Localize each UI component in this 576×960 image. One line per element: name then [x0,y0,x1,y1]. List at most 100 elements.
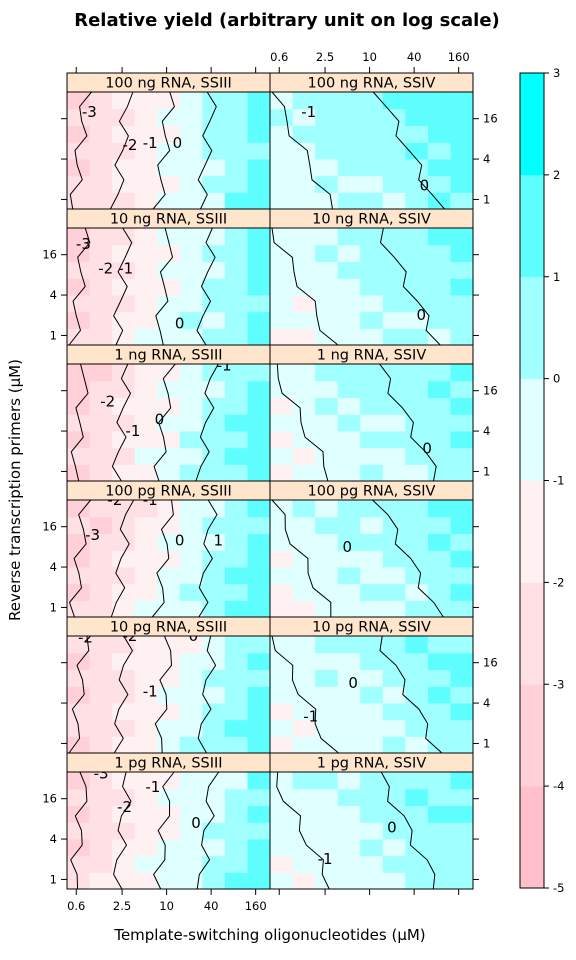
heatmap-cell [270,192,294,210]
heatmap-cell [224,855,249,873]
heatmap-cell [270,142,294,160]
heatmap-cell [112,500,136,518]
panel-strip [269,616,474,637]
heatmap-cell [202,447,226,465]
y-tick-label: 16 [483,384,498,398]
heatmap-cell [382,278,406,296]
heatmap-cell [112,686,136,704]
heatmap-cell [270,719,294,737]
chart-title: Relative yield (arbitrary unit on log sc… [74,10,500,31]
heatmap-cell [202,583,226,601]
heatmap-cell [112,158,136,177]
heatmap-cell [292,464,316,482]
heatmap-cell [360,397,384,415]
x-tick-label: 0.6 [67,899,85,913]
heatmap-cell [89,719,113,737]
heatmap-cell [405,364,429,382]
heatmap-cell [337,636,361,654]
heatmap-cell [315,125,339,143]
y-tick-label: 16 [42,248,57,262]
heatmap-cell [112,92,136,110]
panel-strip-label: 100 ng RNA, SSIII [105,76,232,92]
heatmap-cell [450,328,474,346]
heatmap-cell [315,872,339,890]
panel-strip-label: 1 pg RNA, SSIII [114,756,222,772]
x-tick-label: 160 [245,899,267,913]
heatmap-cell [382,158,406,177]
heatmap-cell [224,380,249,399]
heatmap-cell [427,328,452,346]
panel: 0 10 ng RNA, SSIV [269,208,479,346]
contour-line [152,91,175,210]
heatmap-cell [247,702,271,721]
heatmap-cell [179,702,203,721]
heatmap-cell [202,838,226,857]
heatmap-cell [247,228,271,246]
y-tick-label: 1 [50,328,57,342]
contour-label: -2 [98,259,113,277]
heatmap-cell [360,447,384,465]
heatmap-cell [89,397,113,415]
heatmap-cell [179,872,203,890]
heatmap-cell [337,464,361,482]
heatmap-cell [360,719,384,737]
heatmap-cell [450,108,474,127]
heatmap-cell [89,533,113,551]
heatmap-cell [315,328,339,346]
heatmap-cell [157,772,181,790]
heatmap-cell [134,822,158,840]
heatmap-cell [382,550,406,568]
heatmap-cell [315,244,339,263]
heatmap-cell [179,855,203,873]
heatmap-cell [157,142,181,160]
contour-label: -1 [318,850,333,868]
heatmap-cell [134,736,158,754]
heatmap-cell [224,125,249,143]
contour-line [372,499,444,618]
heatmap-cell [67,838,91,857]
heatmap-cell [112,855,136,873]
heatmap-cell [337,550,361,568]
heatmap-cell [112,380,136,399]
heatmap-cell [382,192,406,210]
panel: -2-20-110 pg RNA, SSIII [61,616,271,754]
heatmap-cell [179,175,203,193]
y-tick-label: 1 [483,192,490,206]
y-tick-label: 4 [50,832,57,846]
heatmap-cell [179,244,203,263]
heatmap-cell [450,380,474,399]
heatmap-cell [292,397,316,415]
y-tick-label: 1 [483,736,490,750]
heatmap-cell [89,652,113,671]
heatmap-cell [337,261,361,279]
heatmap-cell [292,192,316,210]
x-axis-label: Template-switching oligonucleotides (µM) [113,926,425,944]
heatmap-cell [247,533,271,551]
heatmap-cell [427,669,452,687]
panel-strip [269,72,474,93]
heatmap-cell [67,686,91,704]
heatmap-cell [89,158,113,177]
heatmap-cell [202,772,226,790]
heatmap-cell [157,447,181,465]
heatmap-cell [157,311,181,329]
heatmap-cell [202,294,226,313]
heatmap-cell [179,364,203,382]
heatmap-cell [179,772,203,790]
heatmap-cell [247,838,271,857]
heatmap-cell [202,736,226,754]
panel-strip-label: 100 pg RNA, SSIV [308,484,436,500]
y-tick-label: 16 [483,656,498,670]
heatmap-cell [157,702,181,721]
heatmap-cell [224,822,249,840]
heatmap-cell [315,636,339,654]
heatmap-cell [315,516,339,535]
heatmap-cell [427,550,452,568]
heatmap-cell [89,600,113,618]
heatmap-cell [382,92,406,110]
heatmap-cell [89,702,113,721]
heatmap-cell [382,447,406,465]
heatmap-cell [89,772,113,790]
heatmap-cell [270,175,294,193]
heatmap-cell [360,772,384,790]
